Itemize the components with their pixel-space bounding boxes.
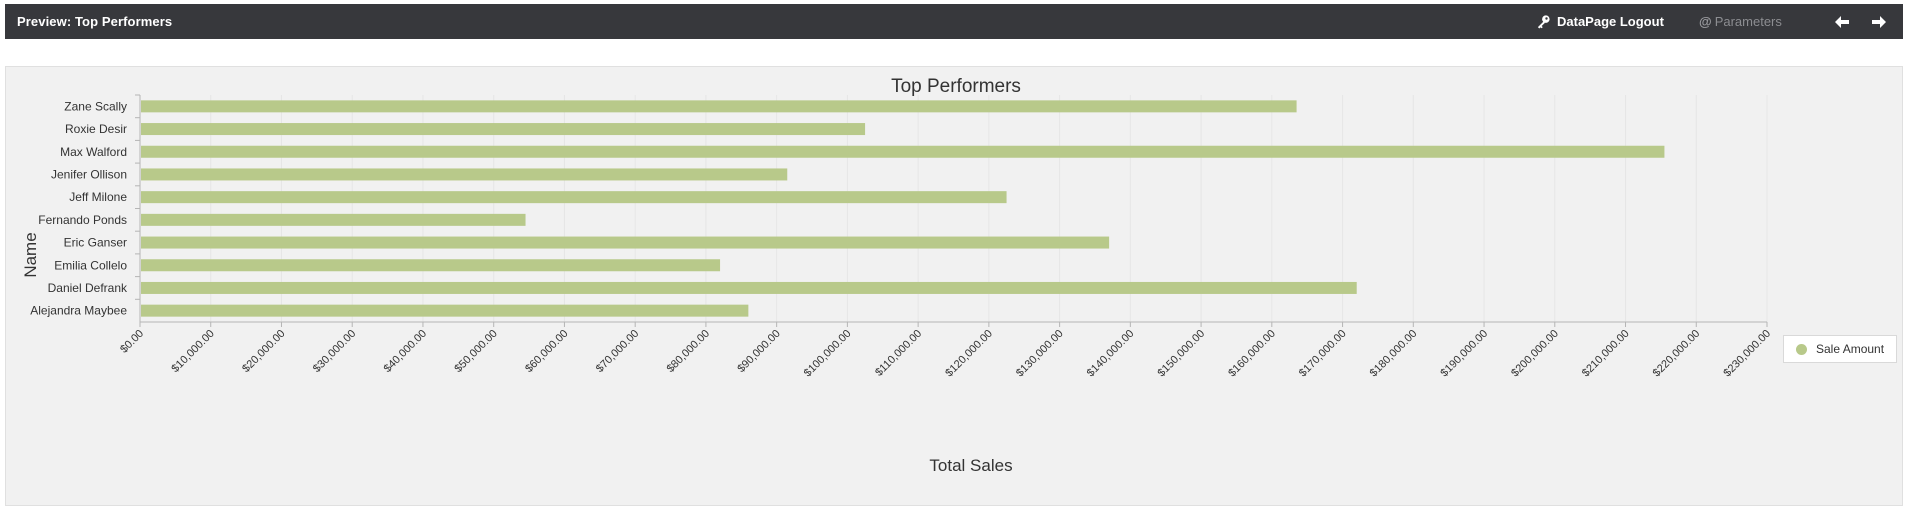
x-tick-label: $40,000.00: [382, 328, 429, 375]
chart-panel: $0.00 $10,000.00 $20,000.00 $30,000.00 $40,0…: [5, 66, 1903, 506]
x-tick-label: $220,000.00: [1651, 328, 1703, 380]
key-icon: [1537, 15, 1550, 29]
x-tick-label: $210,000.00: [1580, 328, 1632, 380]
bar[interactable]: [141, 281, 1357, 294]
x-tick-label: $230,000.00: [1721, 328, 1773, 380]
x-tick-label: $20,000.00: [240, 328, 287, 375]
x-tick-label: $120,000.00: [943, 328, 995, 380]
y-tick-label: Jeff Milone: [69, 190, 127, 204]
y-tick-label: Max Walford: [60, 145, 127, 159]
chart-title: Top Performers: [891, 76, 1021, 97]
y-tick-label: Daniel Defrank: [48, 281, 128, 295]
x-tick-label: $150,000.00: [1155, 328, 1207, 380]
at-sign-icon: @: [1699, 14, 1712, 29]
x-tick-label: $140,000.00: [1085, 328, 1137, 380]
bar[interactable]: [141, 191, 1007, 204]
arrow-left-icon: [1835, 16, 1849, 28]
y-tick-label: Eric Ganser: [64, 236, 127, 250]
x-tick-label: $60,000.00: [523, 328, 570, 375]
bar[interactable]: [141, 259, 721, 272]
y-tick-label: Roxie Desir: [65, 122, 127, 136]
x-tick-label: $70,000.00: [594, 328, 641, 375]
x-tick-label: $130,000.00: [1014, 328, 1066, 380]
x-tick-label: $200,000.00: [1509, 328, 1561, 380]
x-tick-label: $90,000.00: [735, 328, 782, 375]
arrow-right-icon: [1872, 16, 1886, 28]
x-tick-label: $110,000.00: [873, 328, 924, 379]
next-page-button[interactable]: [1869, 12, 1889, 32]
x-tick-label: $160,000.00: [1226, 328, 1278, 380]
x-axis-title: Total Sales: [929, 456, 1012, 475]
previous-page-button[interactable]: [1832, 12, 1852, 32]
x-tick-label: $10,000.00: [169, 328, 216, 375]
page-title: Preview: Top Performers: [17, 14, 173, 29]
x-tick-label: $100,000.00: [802, 328, 854, 380]
bar[interactable]: [141, 123, 866, 136]
y-tick-label: Fernando Ponds: [38, 213, 127, 227]
y-tick-label: Emilia Collelo: [54, 258, 127, 272]
bar[interactable]: [141, 236, 1110, 249]
x-tick-label: $0.00: [118, 328, 146, 356]
x-tick-label: $180,000.00: [1368, 328, 1420, 380]
x-tick-label: $50,000.00: [452, 328, 499, 375]
bar[interactable]: [141, 145, 1665, 158]
legend-label: Sale Amount: [1816, 342, 1885, 356]
legend[interactable]: Sale Amount: [1783, 335, 1897, 363]
bar[interactable]: [141, 168, 788, 181]
y-tick-label: Jenifer Ollison: [51, 167, 127, 181]
x-tick-label: $30,000.00: [311, 328, 358, 375]
bar-chart: $0.00 $10,000.00 $20,000.00 $30,000.00 $40,0…: [21, 76, 1773, 475]
top-bar: Preview: Top Performers DataPage Logout …: [5, 4, 1903, 39]
x-tick-label: $80,000.00: [665, 328, 712, 375]
x-tick-label: $170,000.00: [1297, 328, 1349, 380]
bar[interactable]: [141, 100, 1297, 113]
datapage-logout-button[interactable]: DataPage Logout: [1536, 14, 1664, 29]
bar[interactable]: [141, 213, 526, 226]
parameters-label: Parameters: [1714, 14, 1782, 29]
logout-label: DataPage Logout: [1557, 14, 1664, 29]
y-tick-label: Alejandra Maybee: [30, 304, 127, 318]
legend-swatch: [1796, 343, 1807, 355]
parameters-button[interactable]: @ Parameters: [1699, 14, 1782, 29]
bars: [141, 100, 1665, 317]
bar[interactable]: [141, 304, 749, 317]
y-tick-label: Zane Scally: [64, 99, 127, 113]
y-axis-title: Name: [21, 232, 40, 277]
x-tick-label: $190,000.00: [1438, 328, 1490, 380]
